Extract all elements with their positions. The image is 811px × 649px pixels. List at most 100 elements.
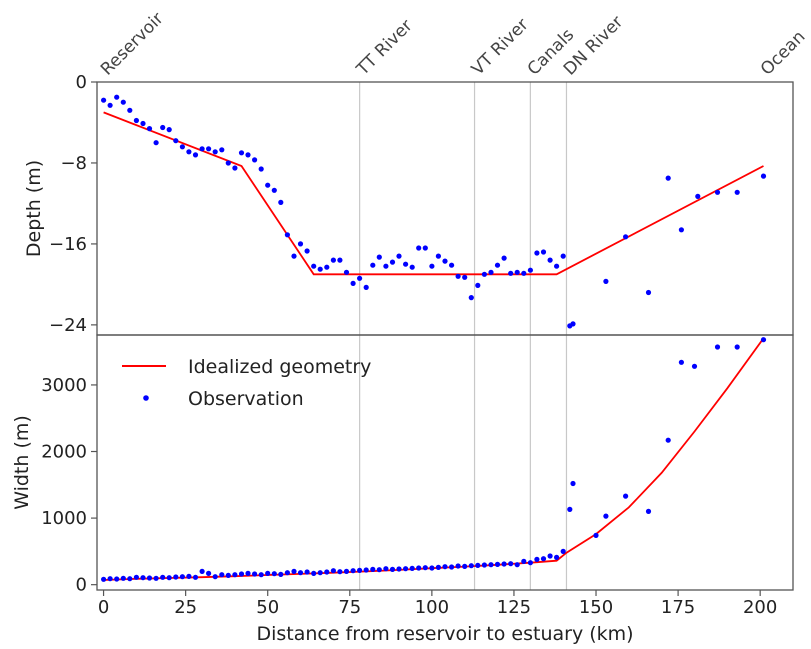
depth-observation-point xyxy=(370,262,376,268)
width-observation-point xyxy=(396,566,402,572)
width-observation-point xyxy=(422,565,428,571)
width-observation-point xyxy=(297,570,304,576)
width-observation-point xyxy=(442,564,448,570)
depth-observation-point xyxy=(343,269,350,275)
width-observation-point xyxy=(146,575,153,581)
depth-observation-point xyxy=(475,282,481,288)
width-observation-point xyxy=(665,437,671,443)
depth-observation-point xyxy=(383,263,389,269)
width-observation-point xyxy=(678,359,685,365)
depth-observation-point xyxy=(127,107,133,113)
width-observation-point xyxy=(494,561,501,568)
width-observation-point xyxy=(166,575,172,581)
width-observation-point xyxy=(416,565,422,571)
depth-observation-point xyxy=(645,289,652,296)
location-label: VT River xyxy=(468,15,533,80)
depth-idealized-line xyxy=(103,111,764,276)
depth-observation-point xyxy=(570,321,576,327)
x-tick-label: 150 xyxy=(579,597,613,618)
depth-observation-point xyxy=(271,187,277,193)
width-panel-frame xyxy=(96,334,794,591)
depth-observation-point xyxy=(508,270,514,276)
depth-observation-point xyxy=(192,152,199,158)
width-observation-point xyxy=(107,576,113,582)
width-observation-point xyxy=(330,568,336,574)
depth-observation-point xyxy=(376,254,382,260)
width-observation-point xyxy=(521,558,527,565)
width-observation-point xyxy=(120,575,126,581)
width-observation-point xyxy=(383,566,389,572)
location-label: Reservoir xyxy=(97,9,168,80)
width-y-axis-title: Width (m) xyxy=(11,415,33,510)
width-observation-point xyxy=(449,564,455,570)
depth-observation-point xyxy=(107,102,113,108)
depth-observation-point xyxy=(219,147,225,153)
width-observation-point xyxy=(127,576,133,582)
depth-observation-point xyxy=(603,278,609,284)
width-observation-point xyxy=(173,574,179,580)
width-observation-point xyxy=(291,568,297,575)
width-observation-point xyxy=(370,566,376,573)
depth-observation-point xyxy=(206,146,212,152)
width-observation-point xyxy=(114,576,120,582)
depth-y-ticks: 0 −8 −16 −24 xyxy=(49,72,97,336)
depth-observation-point xyxy=(284,232,290,238)
width-observation-point xyxy=(540,556,547,562)
depth-observation-point xyxy=(521,270,527,276)
width-observation-point xyxy=(225,572,231,579)
depth-observation-point xyxy=(623,234,629,240)
depth-observation-point xyxy=(101,97,107,103)
depth-observation-point xyxy=(304,248,310,254)
width-observation-point xyxy=(429,565,435,571)
depth-idealized-line-group xyxy=(103,111,764,276)
width-observation-point xyxy=(567,506,573,512)
width-observation-point xyxy=(554,554,560,561)
depth-observation-point xyxy=(179,144,185,150)
legend-label: Observation xyxy=(188,388,304,410)
depth-observation-point xyxy=(350,280,356,286)
y-tick-label: 0 xyxy=(76,72,87,93)
depth-observation-point xyxy=(363,284,369,290)
width-idealized-line-group xyxy=(103,337,765,581)
width-location-lines xyxy=(359,335,568,590)
width-observation-point xyxy=(462,563,468,570)
depth-observation-point xyxy=(140,120,146,127)
depth-observation-point xyxy=(317,266,323,272)
legend-point-swatch xyxy=(143,395,149,401)
depth-observation-point xyxy=(199,146,205,152)
width-observation-point xyxy=(324,569,330,575)
width-idealized-line xyxy=(103,337,765,581)
width-observation-point xyxy=(317,570,323,576)
width-observation-point xyxy=(232,572,238,578)
width-observation-point xyxy=(603,513,609,519)
width-observation-point xyxy=(560,548,566,555)
width-observation-point xyxy=(570,480,576,487)
depth-observation-point xyxy=(422,245,428,251)
depth-observation-point xyxy=(324,264,330,270)
depth-observation-point xyxy=(330,257,336,263)
depth-observation-point xyxy=(527,267,534,273)
x-tick-label: 50 xyxy=(256,597,279,618)
width-observation-point xyxy=(265,570,271,577)
depth-observation-point xyxy=(114,94,120,100)
width-observation-point xyxy=(527,560,534,566)
depth-observation-point xyxy=(494,262,501,268)
depth-observation-point xyxy=(468,295,474,301)
depth-observation-point xyxy=(238,150,245,156)
depth-observation-point xyxy=(160,124,166,131)
y-tick-label: 1000 xyxy=(41,508,87,529)
width-observation-point xyxy=(488,562,494,568)
depth-observation-point xyxy=(173,138,179,144)
depth-observation-point xyxy=(429,263,435,269)
y-tick-label: 3000 xyxy=(41,375,87,396)
width-observation-point xyxy=(212,574,218,580)
width-observation-point xyxy=(508,561,514,567)
depth-observation-point xyxy=(455,273,461,279)
depth-observation-point xyxy=(403,261,409,267)
width-observation-point xyxy=(389,566,396,573)
width-observation-point xyxy=(337,569,343,575)
width-observation-point xyxy=(258,572,264,578)
width-observation-point xyxy=(343,568,350,575)
depth-observation-point xyxy=(153,140,159,146)
